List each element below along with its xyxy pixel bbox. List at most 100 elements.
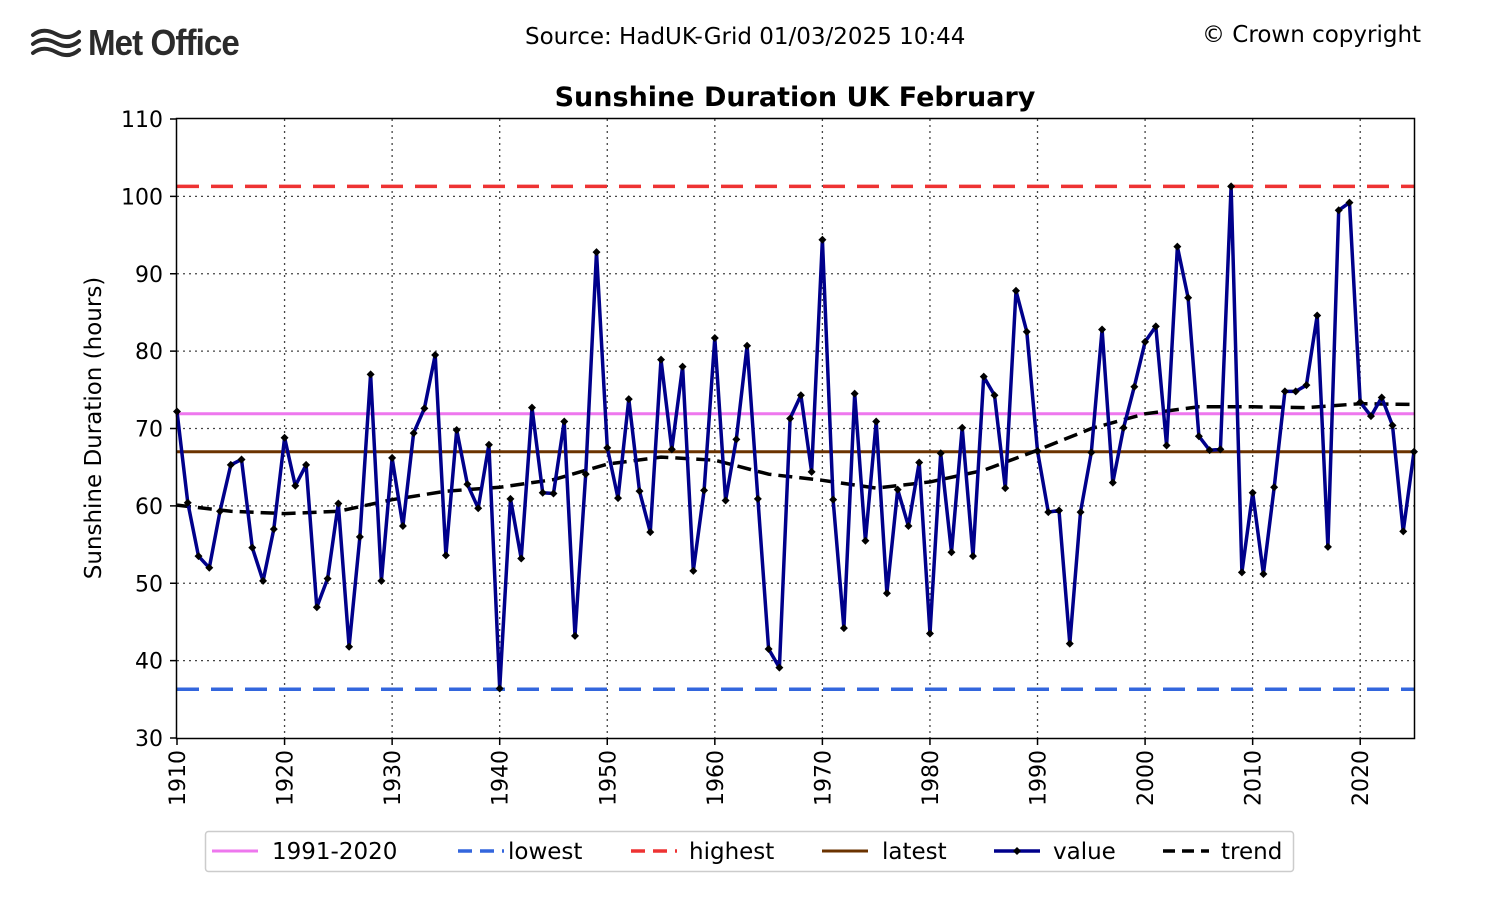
y-tick-label: 60 — [135, 495, 163, 520]
value-point — [183, 498, 192, 507]
x-tick-label: 1980 — [919, 750, 944, 806]
y-tick-label: 110 — [121, 108, 163, 133]
value-point — [786, 414, 795, 423]
value-point — [1065, 639, 1074, 648]
trend-line — [176, 401, 1415, 516]
value-point — [678, 362, 687, 371]
value-point — [979, 372, 988, 381]
x-tick-label: 1920 — [274, 750, 299, 806]
value-point — [775, 663, 784, 672]
value-point — [237, 455, 246, 464]
value-point — [205, 563, 214, 572]
value-point — [302, 460, 311, 469]
source-text: Source: HadUK-Grid 01/03/2025 10:44 — [525, 24, 966, 50]
legend-highest-label: highest — [689, 839, 774, 865]
value-point — [915, 458, 924, 467]
grid — [177, 119, 1414, 738]
value-point — [925, 629, 934, 638]
value-point — [1302, 381, 1311, 390]
value-point — [1001, 484, 1010, 493]
value-point — [291, 481, 300, 490]
value-point — [872, 417, 881, 426]
value-point — [409, 429, 418, 438]
value-point — [1108, 478, 1117, 487]
value-point — [1399, 527, 1408, 536]
legend-value: value — [994, 839, 1116, 865]
value-point — [431, 350, 440, 359]
value-point — [1237, 568, 1246, 577]
value-point — [366, 370, 375, 379]
x-tick-label: 1940 — [489, 750, 514, 806]
value-point — [345, 642, 354, 651]
value-point — [463, 480, 472, 489]
value-point — [441, 551, 450, 560]
legend-latest: latest — [822, 839, 947, 865]
x-tick-label: 2020 — [1349, 750, 1374, 806]
value-point — [1194, 432, 1203, 441]
y-tick-label: 70 — [135, 418, 163, 443]
value-point — [904, 521, 913, 530]
waves-logo-icon — [31, 28, 81, 57]
value-point — [947, 548, 956, 557]
value-point — [1323, 542, 1332, 551]
value-point — [936, 449, 945, 458]
legend-trend: trend — [1163, 839, 1282, 865]
value-point — [506, 494, 515, 503]
value-point — [334, 499, 343, 508]
x-tick-label: 1990 — [1027, 750, 1052, 806]
value-point — [1098, 325, 1107, 334]
value-point — [646, 528, 655, 537]
y-tick-label: 80 — [135, 340, 163, 365]
value-point — [1119, 423, 1128, 432]
value-point — [624, 395, 633, 404]
value-point — [549, 489, 558, 498]
value-point — [495, 684, 504, 693]
value-point — [560, 417, 569, 426]
value-point — [990, 391, 999, 400]
y-tick-label: 40 — [135, 650, 163, 675]
value-point — [216, 507, 225, 516]
value-point — [1227, 182, 1236, 191]
copyright-text: © Crown copyright — [1202, 22, 1422, 48]
value-point — [1216, 445, 1225, 454]
value-point — [958, 423, 967, 432]
y-tick-label: 30 — [135, 727, 163, 752]
legend: 1991-2020 lowest highest latest value trend — [204, 830, 1295, 873]
value-point — [1280, 387, 1289, 396]
x-tick-label: 2010 — [1242, 750, 1267, 806]
y-tick-label: 100 — [121, 185, 163, 210]
value-point — [1130, 382, 1139, 391]
value-point — [796, 391, 805, 400]
value-point — [1162, 441, 1171, 450]
x-tick-label: 1950 — [596, 750, 621, 806]
value-point — [312, 603, 321, 612]
value-point — [398, 521, 407, 530]
y-tick-label: 50 — [135, 572, 163, 597]
value-point — [1248, 488, 1257, 497]
value-point — [581, 470, 590, 479]
value-point — [452, 426, 461, 435]
legend-average-label: 1991-2020 — [272, 839, 397, 865]
y-tick-label: 90 — [135, 263, 163, 288]
value-point — [657, 355, 666, 364]
value-point — [1356, 398, 1365, 407]
value-point — [484, 440, 493, 449]
value-point — [603, 443, 612, 452]
value-point — [280, 433, 289, 442]
value-point — [753, 494, 762, 503]
legend-value-marker — [1013, 847, 1021, 855]
value-point — [689, 566, 698, 575]
value-point — [710, 333, 719, 342]
x-tick-label: 1930 — [381, 750, 406, 806]
value-point — [1076, 508, 1085, 517]
logo-text: Met Office — [88, 22, 240, 63]
value-point — [1205, 446, 1214, 455]
value-point — [614, 494, 623, 503]
legend-trend-label: trend — [1221, 839, 1282, 865]
x-tick-label: 1960 — [704, 750, 729, 806]
value-line — [175, 184, 1416, 691]
value-point — [861, 536, 870, 545]
value-point — [1313, 311, 1322, 320]
value-point — [1044, 508, 1053, 517]
